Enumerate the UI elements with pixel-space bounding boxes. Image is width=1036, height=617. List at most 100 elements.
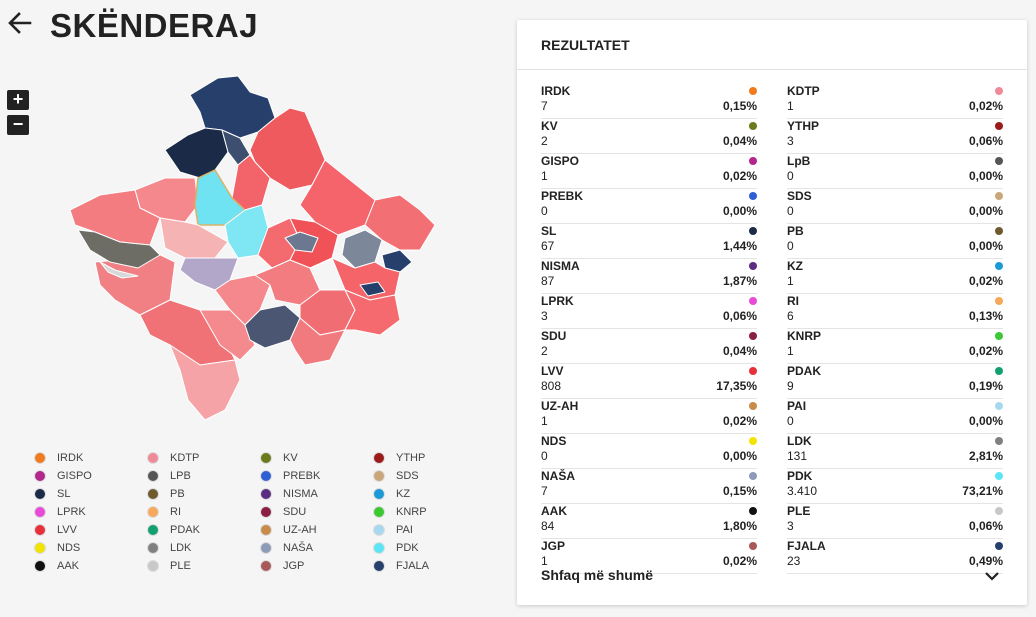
party-name: SL: [541, 224, 557, 238]
party-percent: 0,49%: [968, 554, 1003, 568]
legend-item[interactable]: SDU: [260, 503, 370, 521]
legend-item[interactable]: KNRP: [373, 503, 483, 521]
back-arrow-icon[interactable]: [6, 8, 36, 38]
result-row: PLE 3 0,06%: [787, 504, 1003, 539]
legend-item[interactable]: UZ-AH: [260, 521, 370, 539]
legend-label: KDTP: [170, 452, 200, 464]
result-row: JGP 1 0,02%: [541, 539, 757, 574]
legend-item[interactable]: LPRK: [34, 503, 144, 521]
legend-color-dot: [373, 488, 385, 500]
party-name: AAK: [541, 504, 567, 518]
legend-item[interactable]: LPB: [147, 467, 257, 485]
legend-label: NAŠA: [283, 542, 313, 554]
legend-item[interactable]: AAK: [34, 557, 144, 575]
legend-color-dot: [34, 524, 46, 536]
party-percent: 0,00%: [968, 414, 1003, 428]
map-region-east-dark[interactable]: [381, 249, 413, 273]
legend-color-dot: [147, 560, 159, 572]
legend-label: SL: [57, 488, 71, 500]
legend-color-dot: [147, 452, 159, 464]
map-region-zubin-potok[interactable]: [164, 127, 229, 179]
result-row: KV 2 0,04%: [541, 119, 757, 154]
legend-item[interactable]: LDK: [147, 539, 257, 557]
legend-item[interactable]: KDTP: [147, 449, 257, 467]
map-region-ldk-west[interactable]: [77, 229, 161, 269]
party-color-dot: [995, 192, 1003, 200]
party-name: KDTP: [787, 84, 820, 98]
party-votes: 0: [541, 449, 548, 463]
party-percent: 0,02%: [968, 344, 1003, 358]
party-name: PLE: [787, 504, 811, 518]
legend-label: LDK: [170, 542, 192, 554]
legend-color-dot: [147, 488, 159, 500]
legend-item[interactable]: SL: [34, 485, 144, 503]
legend-label: PB: [170, 488, 185, 500]
legend-item[interactable]: PAI: [373, 521, 483, 539]
party-name: NDS: [541, 434, 567, 448]
party-percent: 0,02%: [968, 99, 1003, 113]
legend-item[interactable]: LVV: [34, 521, 144, 539]
party-name: LpB: [787, 154, 811, 168]
legend-item[interactable]: PDAK: [147, 521, 257, 539]
legend-color-dot: [34, 506, 46, 518]
party-percent: 0,04%: [722, 344, 757, 358]
party-votes: 2: [541, 344, 548, 358]
legend-item[interactable]: GISPO: [34, 467, 144, 485]
result-row: NAŠA 7 0,15%: [541, 469, 757, 504]
map-region-grey-lip[interactable]: [99, 261, 139, 279]
result-row: SDU 2 0,04%: [541, 329, 757, 364]
legend-color-dot: [147, 470, 159, 482]
legend-item[interactable]: JGP: [260, 557, 370, 575]
legend-item[interactable]: FJALA: [373, 557, 483, 575]
map-region-ferizaj[interactable]: [344, 289, 401, 336]
show-more-button[interactable]: Shfaq më shumë: [541, 567, 654, 583]
party-percent: 0,06%: [968, 134, 1003, 148]
legend-item[interactable]: NISMA: [260, 485, 370, 503]
zoom-in-button[interactable]: +: [7, 90, 29, 110]
map-region-kacanik[interactable]: [289, 317, 346, 366]
legend-item[interactable]: IRDK: [34, 449, 144, 467]
result-row: NDS 0 0,00%: [541, 434, 757, 469]
legend-item[interactable]: PB: [147, 485, 257, 503]
party-percent: 0,02%: [968, 274, 1003, 288]
legend-item[interactable]: PREBK: [260, 467, 370, 485]
party-votes: 23: [787, 554, 801, 568]
map-region-grey-center[interactable]: [284, 231, 319, 253]
map-region-kline[interactable]: [159, 217, 229, 259]
legend-label: JGP: [283, 560, 305, 572]
party-percent: 0,00%: [722, 204, 757, 218]
party-percent: 17,35%: [716, 379, 757, 393]
legend-item[interactable]: KZ: [373, 485, 483, 503]
legend-color-dot: [260, 488, 272, 500]
legend-item[interactable]: NDS: [34, 539, 144, 557]
legend-item[interactable]: RI: [147, 503, 257, 521]
legend-item[interactable]: YTHP: [373, 449, 483, 467]
party-color-dot: [749, 227, 757, 235]
map-region-viti-dark[interactable]: [359, 281, 386, 297]
legend-color-dot: [34, 542, 46, 554]
map-region-prizren-south[interactable]: [199, 309, 256, 361]
municipality-map[interactable]: [60, 70, 445, 425]
map-region-peje[interactable]: [69, 189, 161, 246]
legend-label: UZ-AH: [283, 524, 317, 536]
legend-item[interactable]: NAŠA: [260, 539, 370, 557]
legend-label: LVV: [57, 524, 77, 536]
party-votes: 1: [541, 414, 548, 428]
party-votes: 3: [787, 134, 794, 148]
legend-color-dot: [260, 524, 272, 536]
legend-item[interactable]: SDS: [373, 467, 483, 485]
legend-item[interactable]: PDK: [373, 539, 483, 557]
party-color-dot: [749, 402, 757, 410]
map-region-prizren[interactable]: [169, 344, 241, 421]
legend-color-dot: [34, 560, 46, 572]
map-region-kamenice[interactable]: [364, 194, 436, 251]
party-color-dot: [749, 122, 757, 130]
zoom-out-button[interactable]: −: [7, 115, 29, 135]
legend-label: NISMA: [283, 488, 318, 500]
result-row: LVV 808 17,35%: [541, 364, 757, 399]
chevron-down-icon[interactable]: [983, 569, 1001, 583]
legend-item[interactable]: KV: [260, 449, 370, 467]
legend-item[interactable]: PLE: [147, 557, 257, 575]
legend-label: AAK: [57, 560, 80, 572]
page-title: SKËNDERAJ: [50, 7, 259, 44]
